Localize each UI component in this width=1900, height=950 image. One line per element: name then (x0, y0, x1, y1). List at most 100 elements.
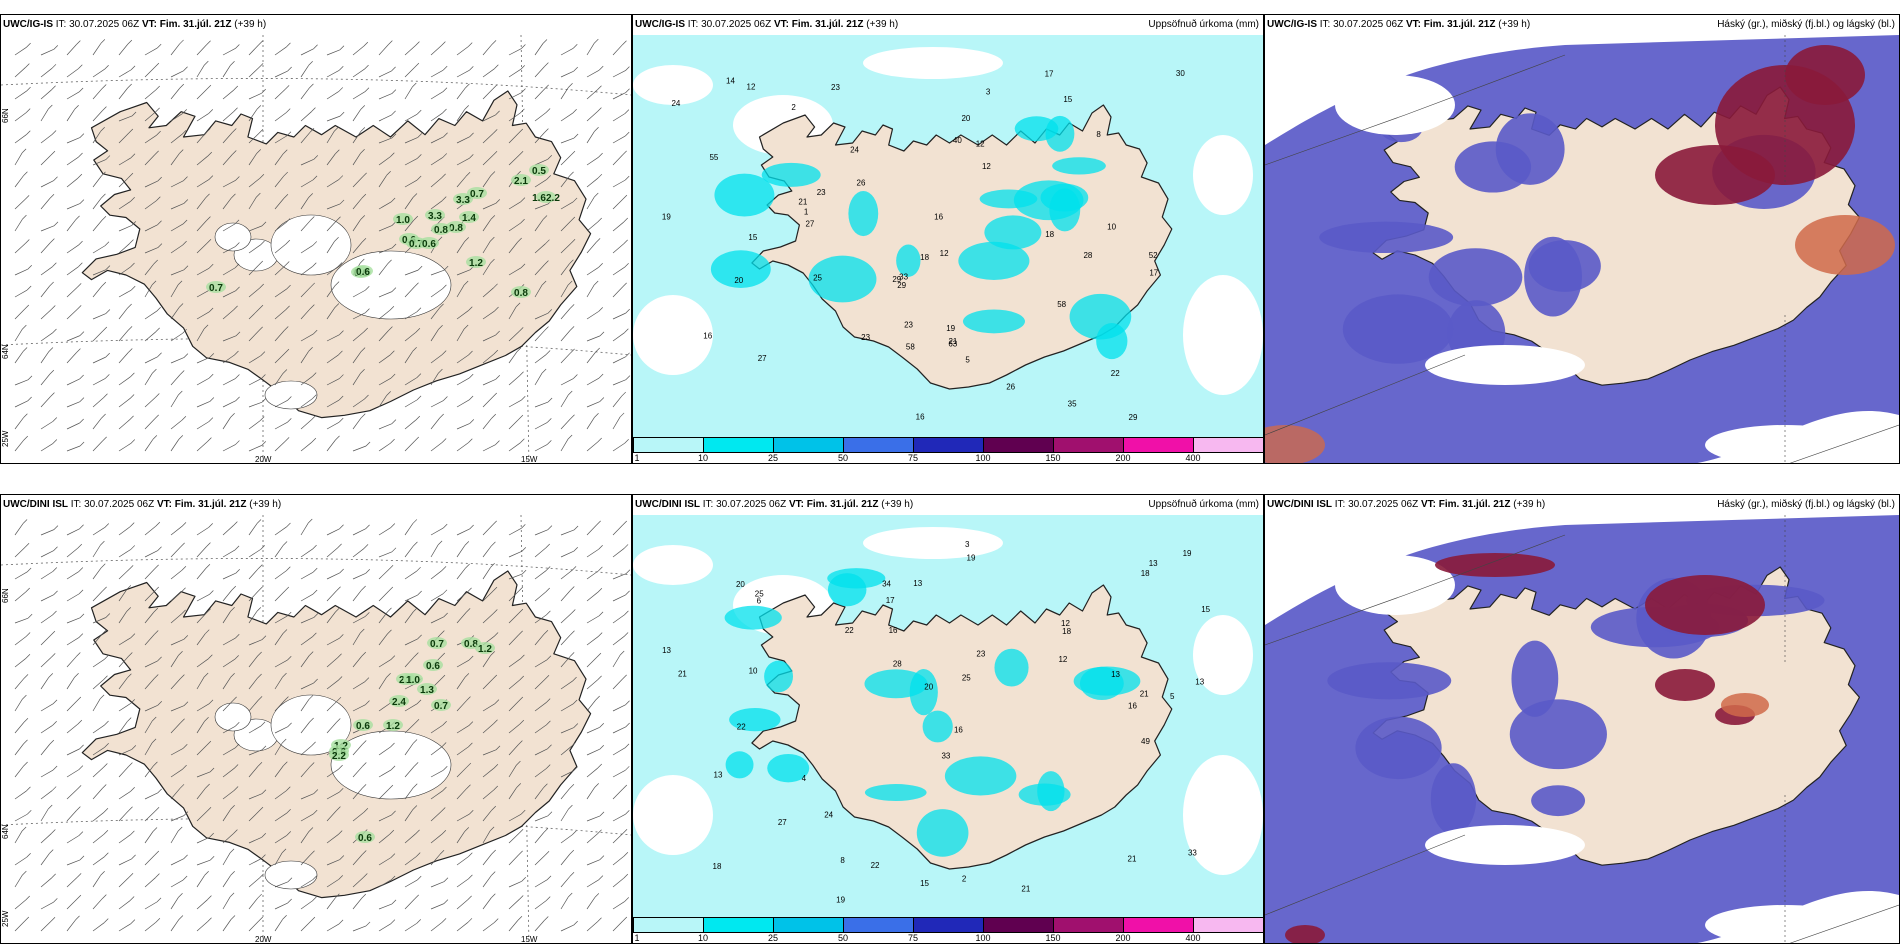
glacier (270, 694, 352, 756)
precip-value: 18 (1141, 569, 1150, 578)
panel-header: UWC/IG-IS IT: 30.07.2025 06Z VT: Fim. 31… (1267, 19, 1531, 30)
precip-value: 19 (836, 896, 845, 905)
precip-value: 33 (941, 751, 950, 760)
precip-area (864, 669, 928, 699)
high-cloud (1511, 640, 1559, 717)
precip-value: 63 (948, 339, 957, 348)
panel-header: UWC/DINI ISL IT: 30.07.2025 06Z VT: Fim.… (635, 499, 914, 510)
precip-value: 25 (755, 589, 764, 598)
precip-area (979, 189, 1038, 209)
precip-panel-row1: UWC/IG-IS IT: 30.07.2025 06Z VT: Fim. 31… (632, 14, 1264, 464)
precip-value: 35 (1068, 400, 1077, 409)
wind-precip-value: 2.4 (392, 697, 406, 708)
mid-cloud (1435, 553, 1555, 577)
precip-area (944, 756, 1017, 796)
precip-value: 21 (948, 337, 957, 346)
wind-panel-row2: UWC/DINI ISL IT: 30.07.2025 06Z VT: Fim.… (0, 494, 632, 944)
precip-area (764, 660, 794, 693)
colorbar-tick: 25 (767, 453, 779, 463)
colorbar: 1 10 25 50 75 100 150 200 400 (633, 917, 1263, 943)
precip-value: 16 (954, 725, 963, 734)
wind-precip-value: 0.6 (356, 267, 370, 278)
colorbar-tick: 150 (1045, 453, 1061, 463)
high-cloud (1509, 699, 1607, 770)
graticule (1789, 424, 1899, 463)
precip-value: 16 (1128, 701, 1137, 710)
lon-label: 25W (1, 910, 10, 927)
wind-precip-value: 3.3 (456, 195, 470, 206)
high-cloud (1319, 221, 1454, 254)
precip-value: 27 (805, 219, 814, 228)
precip-value: 22 (845, 626, 854, 635)
precip-blob (536, 191, 556, 203)
high-cloud (1342, 294, 1454, 364)
no-precip-area (633, 545, 713, 585)
precip-value: 33 (899, 272, 908, 281)
precip-value: 16 (703, 332, 712, 341)
wind-precip-value: 0.6 (358, 833, 372, 844)
precip-value: 16 (934, 213, 943, 222)
precip-area (710, 250, 771, 288)
colorbar-tick: 400 (1185, 933, 1201, 943)
panel-header: UWC/DINI ISL IT: 30.07.2025 06Z VT: Fim.… (1267, 499, 1546, 510)
wind-precip-value: 1.3 (420, 685, 434, 696)
wind-precip-value: 1.2 (478, 644, 492, 655)
cloud-title: Háský (gr.), miðský (fj.bl.) og lágský (… (1717, 19, 1895, 30)
precip-value: 16 (889, 626, 898, 635)
precip-value: 18 (1045, 230, 1054, 239)
precip-value: 58 (1057, 300, 1066, 309)
precip-area (1018, 783, 1071, 806)
precip-value: 26 (1006, 382, 1015, 391)
lon-label: 20W (255, 455, 272, 464)
glacier (214, 702, 252, 732)
precip-value: 52 (1149, 251, 1158, 260)
colorbar-tick: 100 (975, 933, 991, 943)
precip-area (1014, 116, 1059, 142)
precip-value: 12 (940, 249, 949, 258)
colorbar-segment (1053, 917, 1124, 933)
precip-value: 6 (757, 596, 762, 605)
no-precip-area (633, 775, 713, 855)
precip-value: 20 (734, 276, 743, 285)
wind-precip-value: 0.8 (464, 639, 478, 650)
precip-blob (423, 659, 443, 671)
precip-blob (466, 256, 486, 268)
precip-value: 20 (924, 683, 933, 692)
precip-value: 18 (713, 862, 722, 871)
mid-cloud (1645, 575, 1765, 635)
graticule (1265, 354, 1466, 436)
precip-value: 29 (1129, 413, 1138, 422)
precip-value: 21 (1128, 854, 1137, 863)
precip-blob (383, 719, 403, 731)
precip-value: 17 (1149, 268, 1158, 277)
wind-precip-value: 2.1 (514, 176, 528, 187)
wind-precip-value: 0.5 (532, 166, 546, 177)
no-precip-area (863, 47, 1003, 79)
glacier (264, 860, 318, 890)
colorbar-tick: 75 (907, 453, 919, 463)
wind-precip-value: 1.62.2 (532, 193, 560, 204)
precip-map: 1322191318192120151821121316171625181927… (633, 515, 1263, 919)
precip-area (994, 648, 1029, 687)
precip-blob (427, 637, 447, 649)
precip-value: 8 (840, 856, 845, 865)
wind-precip-value: 0.6 (422, 239, 436, 250)
wind-precip-value: 1.2 (386, 721, 400, 732)
precip-value: 12 (982, 162, 991, 171)
precip-value: 21 (678, 670, 687, 679)
colorbar-segment (703, 437, 774, 453)
precip-area (962, 309, 1025, 334)
lon-label: 15W (521, 455, 538, 464)
precip-area (767, 753, 810, 783)
precip-area (848, 190, 879, 237)
high-cloud (1355, 716, 1442, 780)
precip-area (725, 751, 754, 779)
clear-area (1335, 555, 1455, 615)
colorbar-segment (913, 917, 984, 933)
precip-area (808, 255, 877, 303)
precip-blob (417, 683, 437, 695)
colorbar-segment (703, 917, 774, 933)
colorbar-tick: 100 (975, 453, 991, 463)
colorbar-segment (843, 437, 914, 453)
precip-value: 19 (946, 324, 955, 333)
